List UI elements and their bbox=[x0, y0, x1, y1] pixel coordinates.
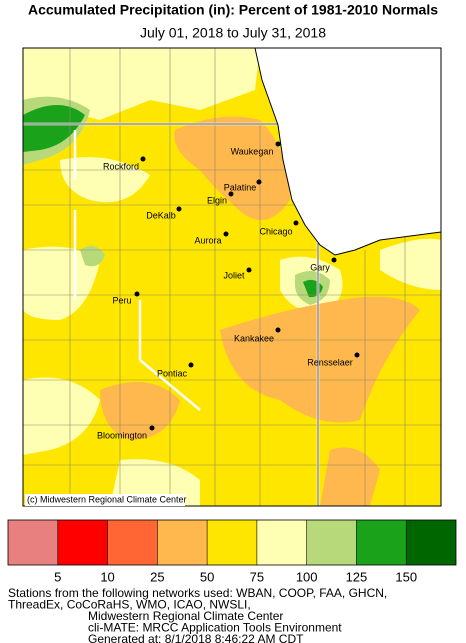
city-dot bbox=[275, 141, 281, 147]
city-dot bbox=[293, 220, 299, 226]
city-dot bbox=[246, 267, 252, 273]
map-frame bbox=[22, 47, 442, 507]
region bbox=[174, 116, 290, 220]
city-label: Pontiac bbox=[157, 368, 188, 378]
city-dot bbox=[176, 206, 182, 212]
legend-tick-label: 5 bbox=[54, 569, 61, 584]
region bbox=[60, 157, 150, 203]
city-label: Joliet bbox=[223, 270, 245, 280]
footer-line: Stations from the following networks use… bbox=[8, 586, 387, 600]
credit-box bbox=[25, 494, 185, 506]
legend-tick-label: 75 bbox=[250, 569, 264, 584]
legend-tick-label: 25 bbox=[150, 569, 164, 584]
city-label: Peru bbox=[112, 295, 131, 305]
city-dot bbox=[228, 191, 234, 197]
legend-tick-label: 125 bbox=[346, 569, 368, 584]
title: Accumulated Precipitation (in): Percent … bbox=[28, 2, 438, 18]
city-dot bbox=[149, 425, 155, 431]
city-label: Bloomington bbox=[97, 430, 147, 440]
region bbox=[80, 246, 105, 267]
legend-tick-label: 50 bbox=[200, 569, 214, 584]
city-dot bbox=[275, 327, 281, 333]
region bbox=[23, 105, 85, 152]
city-dot bbox=[188, 362, 194, 368]
legend-tick-label: 100 bbox=[296, 569, 318, 584]
footer: Stations from the following networks use… bbox=[8, 586, 387, 643]
city-label: Rockford bbox=[103, 161, 139, 171]
city-label: Elgin bbox=[207, 195, 227, 205]
city-label: Palatine bbox=[224, 182, 257, 192]
legend-swatch bbox=[57, 520, 108, 565]
city-label: Rensselaer bbox=[307, 357, 353, 367]
region bbox=[380, 238, 441, 290]
city-label: DeKalb bbox=[146, 210, 176, 220]
legend-swatch bbox=[356, 520, 407, 565]
city-dot bbox=[134, 291, 140, 297]
legend-swatch bbox=[406, 520, 456, 565]
legend-swatch bbox=[256, 520, 307, 565]
footer-line: Midwestern Regional Climate Center bbox=[88, 609, 283, 623]
footer-line: Generated at: 8/1/2018 8:46:22 AM CDT bbox=[88, 632, 304, 643]
city-dot bbox=[331, 257, 337, 263]
city-dot bbox=[354, 352, 360, 358]
legend-swatch bbox=[207, 520, 257, 565]
city-label: Chicago bbox=[259, 226, 292, 236]
legend: 5 10 25 50 75 100 125 150 bbox=[7, 519, 457, 584]
legend-swatch bbox=[306, 520, 357, 565]
legend-swatch bbox=[157, 520, 208, 565]
city-label: Waukegan bbox=[231, 146, 274, 156]
city-label: Gary bbox=[310, 262, 330, 272]
city-dot bbox=[256, 179, 262, 185]
legend-swatch bbox=[107, 520, 158, 565]
region bbox=[23, 377, 100, 455]
city-label: Kankakee bbox=[234, 333, 274, 343]
legend-tick-label: 150 bbox=[395, 569, 417, 584]
cities: Waukegan Rockford Palatine Elgin DeKalb Chica… bbox=[97, 141, 360, 440]
map bbox=[23, 48, 441, 506]
credit: (c) Midwestern Regional Climate Center bbox=[27, 494, 187, 504]
footer-line: ThreadEx, CoCoRaHS, WMO, ICAO, NWSLI, bbox=[8, 598, 251, 612]
legend-frame bbox=[7, 519, 457, 566]
city-dot bbox=[140, 156, 146, 162]
legend-swatch bbox=[8, 520, 58, 565]
city-label: Aurora bbox=[194, 235, 221, 245]
city-dot bbox=[223, 231, 229, 237]
footer-line: cli-MATE: MRCC Application Tools Environ… bbox=[88, 621, 342, 635]
legend-tick-label: 10 bbox=[100, 569, 114, 584]
lake-michigan bbox=[254, 48, 441, 256]
region bbox=[220, 296, 420, 423]
region bbox=[23, 246, 100, 320]
subtitle: July 01, 2018 to July 31, 2018 bbox=[140, 25, 326, 41]
